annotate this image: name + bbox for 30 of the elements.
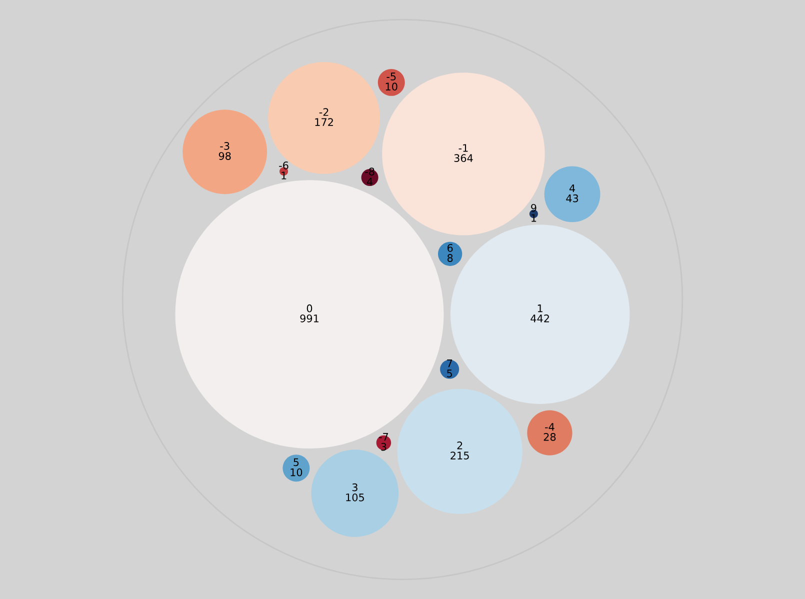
data-label: 4 (366, 178, 373, 186)
category-label: -2 (319, 108, 328, 116)
category-label: -4 (545, 423, 554, 431)
data-label: 991 (300, 314, 318, 322)
data-label: 28 (544, 433, 556, 441)
data-label: 10 (290, 468, 302, 476)
category-label: -5 (386, 72, 396, 80)
category-label: 5 (294, 458, 299, 466)
category-label: 2 (457, 442, 462, 450)
data-label: 105 (346, 493, 364, 502)
category-label: -3 (220, 142, 230, 150)
category-label: 4 (569, 184, 576, 192)
category-label: -1 (458, 144, 468, 152)
data-label: 172 (315, 118, 333, 126)
data-label: 364 (454, 154, 473, 162)
category-label: 7 (447, 360, 452, 368)
data-label: 10 (386, 82, 398, 91)
data-label: 3 (381, 442, 386, 451)
data-label: 8 (447, 254, 453, 262)
data-label: 442 (530, 314, 549, 322)
category-label: 0 (306, 304, 312, 312)
data-label: 215 (450, 452, 469, 460)
category-label: -8 (365, 168, 374, 176)
data-label: 5 (447, 370, 452, 378)
category-label: 3 (352, 483, 358, 492)
data-label: 43 (566, 194, 578, 202)
category-label: 6 (447, 244, 453, 252)
data-label: 98 (218, 152, 231, 160)
category-label: 1 (538, 304, 542, 312)
category-label: -6 (279, 161, 288, 170)
